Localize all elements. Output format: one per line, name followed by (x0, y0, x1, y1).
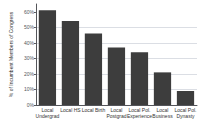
svg-text:Local Pol.: Local Pol. (128, 107, 151, 113)
svg-text:Local: Local (110, 107, 123, 113)
svg-text:30%: 30% (24, 55, 35, 61)
svg-text:0%: 0% (27, 102, 35, 108)
svg-text:Local HS: Local HS (60, 107, 81, 113)
svg-text:20%: 20% (24, 71, 35, 77)
svg-text:Local: Local (41, 107, 54, 113)
svg-text:10%: 10% (24, 86, 35, 92)
svg-text:Experience: Experience (127, 113, 152, 119)
svg-text:Local Birth: Local Birth (82, 107, 106, 113)
svg-text:Local: Local (156, 107, 169, 113)
svg-text:Dynasty: Dynasty (176, 113, 195, 119)
svg-text:50%: 50% (24, 24, 35, 30)
svg-text:Postgrad: Postgrad (106, 113, 126, 119)
svg-text:60%: 60% (24, 9, 35, 15)
svg-text:% of Incumbent Members of Cong: % of Incumbent Members of Congress (8, 11, 14, 97)
svg-text:Local Pol.: Local Pol. (174, 107, 197, 113)
svg-text:Business: Business (152, 113, 173, 119)
svg-text:40%: 40% (24, 40, 35, 46)
svg-text:Undergrad: Undergrad (36, 113, 60, 119)
